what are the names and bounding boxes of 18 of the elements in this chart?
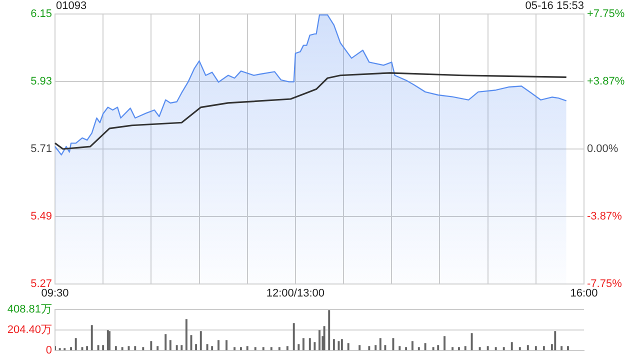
y-tick-label: 5.49 [30, 210, 52, 223]
chart-subtitle: 05-16 15:53 [525, 0, 584, 13]
y2-tick-label: 0.00% [587, 143, 618, 156]
y-tick-label: 0 [46, 344, 52, 356]
y-tick-label: 5.93 [30, 76, 52, 88]
x-tick-label: 12:00/13:00 [266, 288, 325, 300]
y-tick-label: 204.40万 [7, 324, 52, 336]
y2-tick-label: +7.75% [587, 8, 625, 20]
y2-tick-label: +3.87% [587, 76, 625, 88]
y2-tick-label: -7.75% [587, 278, 622, 290]
y-tick-label: 6.15 [30, 8, 52, 20]
x-tick-label: 09:30 [41, 288, 69, 300]
y-tick-label: 5.71 [30, 143, 52, 156]
y-tick-label: 408.81万 [7, 304, 52, 316]
y2-tick-label: -3.87% [587, 210, 622, 222]
y-tick-label: 5.27 [30, 278, 52, 290]
x-tick-label: 16:00 [570, 288, 598, 300]
chart-title: 01093 [56, 0, 87, 13]
